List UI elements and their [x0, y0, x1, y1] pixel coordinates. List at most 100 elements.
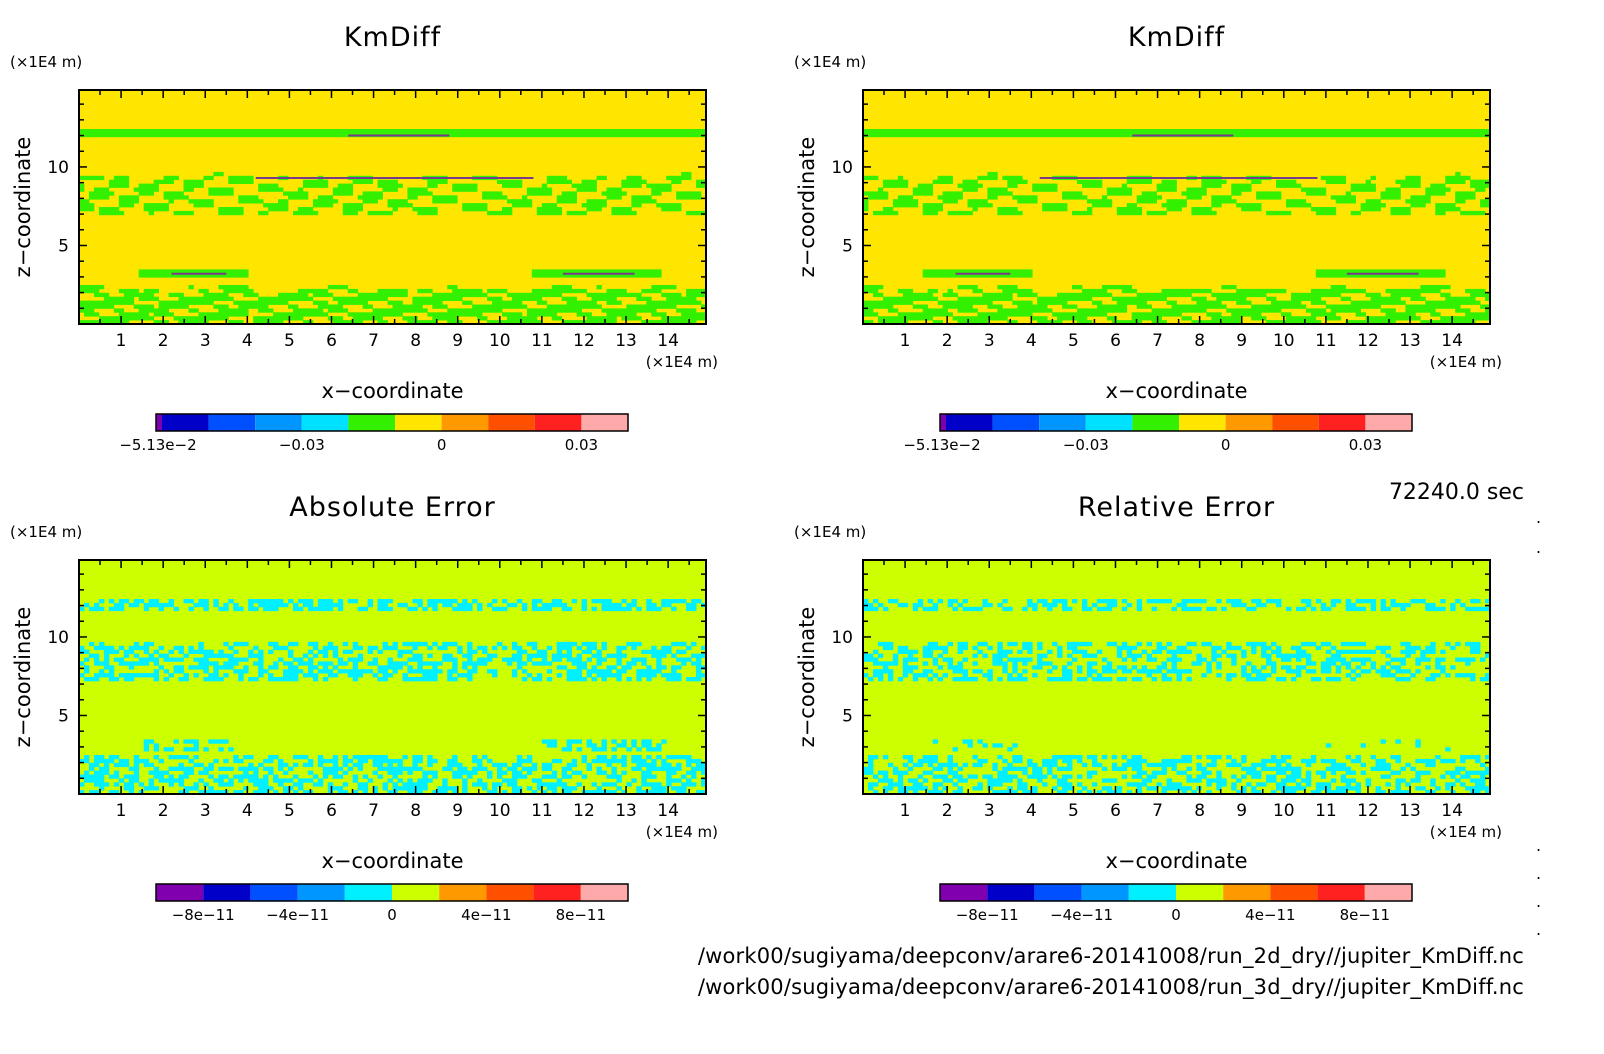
contour-cell — [907, 316, 914, 321]
contour-cell — [997, 132, 1003, 138]
contour-cell — [133, 292, 140, 298]
contour-cell — [457, 296, 463, 301]
contour-cell — [253, 599, 259, 604]
contour-cell — [143, 606, 150, 612]
contour-cell — [1405, 288, 1411, 294]
contour-cell — [641, 296, 647, 301]
contour-cell — [283, 191, 289, 196]
contour-cell — [1201, 300, 1207, 305]
contour-cell — [1251, 292, 1257, 298]
contour-cell — [1032, 195, 1038, 200]
contour-cell — [942, 175, 948, 181]
contour-cell — [492, 645, 498, 651]
contour-cell — [601, 790, 607, 795]
contour-cell — [701, 179, 707, 184]
contour-cell — [1236, 129, 1242, 134]
contour-cell — [268, 677, 274, 682]
contour-cell — [551, 312, 558, 317]
contour-cell — [93, 790, 100, 795]
contour-cell — [79, 320, 85, 325]
contour-cell — [477, 762, 483, 768]
contour-cell — [977, 132, 983, 138]
contour-cell — [972, 183, 978, 188]
contour-cell — [477, 645, 483, 651]
contour-cell — [972, 199, 978, 204]
contour-cell — [646, 304, 652, 309]
contour-cell — [292, 755, 299, 760]
contour-cell — [472, 288, 478, 294]
contour-cell — [1390, 132, 1396, 138]
contour-cell — [1136, 195, 1143, 200]
contour-cell — [1350, 183, 1357, 188]
contour-cell — [972, 273, 978, 278]
contour-cell — [1121, 207, 1128, 212]
contour-cell — [1285, 199, 1292, 204]
contour-cell — [253, 790, 259, 795]
contour-cell — [917, 129, 924, 134]
contour-cell — [531, 778, 538, 783]
contour-cell — [656, 187, 662, 192]
contour-cell — [601, 758, 607, 764]
contour-cell — [452, 770, 458, 775]
contour-cell — [1276, 183, 1282, 188]
contour-cell — [173, 665, 179, 670]
contour-cell — [681, 195, 687, 200]
contour-cell — [297, 207, 304, 212]
contour-cell — [133, 312, 140, 317]
contour-cell — [927, 183, 934, 188]
contour-cell — [322, 770, 329, 775]
contour-cell — [691, 312, 697, 317]
contour-cell — [506, 778, 513, 783]
contour-cell — [501, 606, 508, 612]
contour-cell — [1385, 273, 1391, 278]
contour-cell — [223, 210, 229, 216]
contour-cell — [1450, 203, 1456, 208]
contour-cell — [1285, 183, 1292, 188]
contour-cell — [696, 300, 702, 305]
contour-cell — [581, 179, 587, 184]
contour-cell — [666, 770, 672, 775]
contour-cell — [1101, 304, 1108, 309]
contour-cell — [447, 677, 453, 682]
contour-cell — [452, 187, 458, 192]
contour-cell — [586, 312, 592, 317]
contour-cell — [1136, 312, 1143, 317]
contour-cell — [1375, 316, 1381, 321]
contour-cell — [1076, 316, 1083, 321]
contour-cell — [392, 199, 398, 204]
contour-cell — [506, 132, 513, 138]
x-tick-label: 5 — [284, 331, 295, 351]
contour-cell — [123, 758, 130, 764]
contour-cell — [551, 132, 558, 138]
contour-cell — [621, 308, 627, 313]
contour-cell — [636, 304, 642, 309]
contour-cell — [98, 782, 105, 787]
contour-cell — [118, 762, 125, 768]
contour-cell — [646, 183, 652, 188]
contour-cell — [626, 677, 632, 682]
contour-cell — [1216, 312, 1222, 317]
contour-cell — [531, 661, 538, 666]
contour-cell — [1276, 300, 1282, 305]
contour-cell — [987, 296, 993, 301]
contour-cell — [566, 653, 573, 658]
contour-cell — [447, 673, 453, 678]
contour-cell — [158, 778, 164, 783]
contour-cell — [596, 786, 602, 791]
contour-cell — [1121, 191, 1128, 196]
contour-cell — [1430, 300, 1436, 305]
contour-cell — [1002, 312, 1008, 317]
contour-cell — [427, 599, 433, 604]
contour-cell — [317, 782, 324, 787]
contour-cell — [103, 770, 110, 775]
contour-cell — [213, 304, 219, 309]
contour-cell — [511, 316, 518, 321]
x-tick-label: 7 — [1152, 331, 1163, 351]
colorbar-swatch — [581, 414, 628, 431]
contour-cell — [392, 308, 398, 313]
contour-cell — [118, 645, 125, 651]
contour-cell — [1151, 316, 1157, 321]
contour-cell — [163, 207, 169, 212]
contour-cell — [317, 199, 324, 204]
contour-cell — [586, 304, 592, 309]
